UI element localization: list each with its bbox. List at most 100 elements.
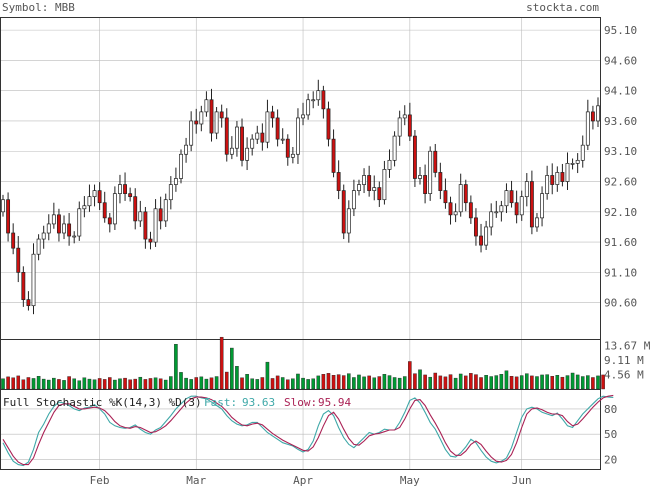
candle-body xyxy=(382,169,387,201)
volume-bar xyxy=(31,378,36,390)
candle-body xyxy=(560,172,565,182)
candle-body xyxy=(92,190,97,198)
candle-body xyxy=(72,235,77,238)
volume-bar xyxy=(428,376,432,390)
volume-bar xyxy=(133,378,137,390)
volume-bar xyxy=(418,369,422,390)
volume-bar xyxy=(184,377,188,390)
volume-bar xyxy=(102,379,107,390)
volume-layer xyxy=(1,336,605,390)
candle-body xyxy=(428,150,433,194)
price-tick-label: 92.60 xyxy=(604,176,637,189)
candle-body xyxy=(6,199,11,234)
fast-value: 93.63 xyxy=(242,396,275,409)
candle-body xyxy=(326,108,331,140)
volume-bar xyxy=(545,374,549,390)
volume-bar xyxy=(62,380,66,390)
candle-body xyxy=(173,178,178,185)
candle-body xyxy=(575,159,580,164)
candle-body xyxy=(219,111,224,119)
volume-bar xyxy=(230,347,234,390)
volume-bar xyxy=(138,376,143,390)
volume-bar xyxy=(113,379,117,390)
candle-body xyxy=(545,175,550,194)
candle-body xyxy=(77,208,82,237)
volume-bar xyxy=(402,376,407,390)
price-tick-label: 93.60 xyxy=(604,115,637,128)
candle-body xyxy=(265,111,270,143)
stochastic-tick-label: 50 xyxy=(604,428,617,441)
volume-bar xyxy=(596,375,600,390)
candle-body xyxy=(87,196,92,207)
volume-bar xyxy=(464,375,468,390)
fast-label: Fast: xyxy=(204,396,237,409)
volume-bar xyxy=(250,378,254,390)
candle-body xyxy=(316,90,321,101)
candle-body xyxy=(290,153,295,158)
candle-body xyxy=(412,135,417,179)
volume-bar xyxy=(194,377,199,390)
volume-bar xyxy=(1,378,5,390)
volume-bar xyxy=(306,379,310,390)
candle-body xyxy=(189,120,194,146)
candle-body xyxy=(504,190,509,207)
volume-bar xyxy=(443,376,448,390)
candle-body xyxy=(392,135,397,161)
candle-body xyxy=(199,111,204,125)
candle-body xyxy=(46,223,51,234)
month-label: Apr xyxy=(293,474,313,486)
volume-bar xyxy=(245,374,249,390)
volume-bar xyxy=(458,373,463,390)
volume-bar xyxy=(591,377,595,390)
candle-body xyxy=(433,150,438,173)
volume-bar xyxy=(255,379,260,390)
candle-body xyxy=(229,147,234,155)
candle-body xyxy=(11,232,16,249)
volume-bar xyxy=(601,374,605,390)
candle-body xyxy=(204,99,209,113)
price-tick-label: 92.10 xyxy=(604,206,637,219)
volume-bar xyxy=(199,376,204,390)
candle-body xyxy=(143,211,148,240)
price-tick-label: 94.60 xyxy=(604,54,637,67)
candle-body xyxy=(31,253,36,307)
candle-body xyxy=(224,117,229,155)
candle-body xyxy=(285,138,290,158)
volume-bar xyxy=(377,376,382,390)
candle-body xyxy=(158,208,163,222)
candle-body xyxy=(102,202,107,219)
candle-body xyxy=(524,181,529,198)
volume-bar xyxy=(26,377,31,390)
candle-body xyxy=(341,190,346,234)
volume-bar xyxy=(214,376,219,390)
candle-body xyxy=(596,105,600,122)
candle-body xyxy=(458,184,463,213)
candle-body xyxy=(179,153,183,179)
price-tick-label: 94.10 xyxy=(604,85,637,98)
candle-body xyxy=(438,172,443,191)
candle-body xyxy=(41,232,46,240)
candle-body xyxy=(453,211,458,216)
volume-bar xyxy=(77,380,82,390)
price-tick-label: 90.60 xyxy=(604,297,637,310)
volume-bar xyxy=(367,375,371,390)
candle-body xyxy=(280,138,285,141)
volume-bar xyxy=(128,379,132,390)
volume-bar xyxy=(46,379,51,390)
axis-label-layer: 95.10 94.60 94.10 93.60 93.10 92.60 92.10 91.60… xyxy=(90,24,651,486)
candle-body xyxy=(367,175,372,191)
volume-bar xyxy=(489,376,493,390)
volume-tick-label: 9.11 M xyxy=(604,354,644,367)
month-label: Feb xyxy=(90,474,110,486)
month-label: Jun xyxy=(512,474,532,486)
price-tick-label: 91.60 xyxy=(604,236,637,249)
volume-bar xyxy=(158,378,163,390)
grid-layer xyxy=(1,18,600,469)
volume-bar xyxy=(169,376,173,390)
candle-body xyxy=(128,193,133,198)
volume-bar xyxy=(392,377,397,390)
volume-bar xyxy=(148,378,153,390)
candle-body xyxy=(133,196,138,222)
